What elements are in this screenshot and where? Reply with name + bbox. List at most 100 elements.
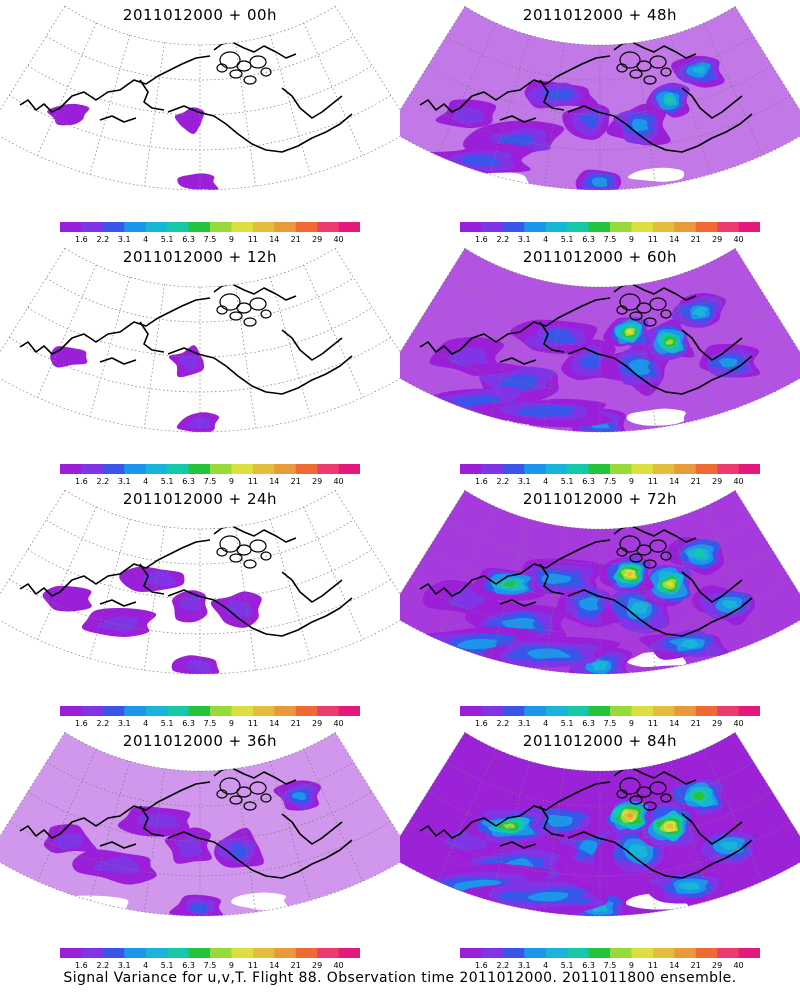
colorbar-tick-label: 21 (691, 719, 701, 728)
meridian-line (334, 490, 400, 595)
latitude-line (446, 761, 754, 807)
colorbar-tick-label: 14 (269, 477, 279, 486)
colorbar-tick-label: 7.5 (204, 719, 217, 728)
island-outline (236, 786, 252, 798)
colorbar-tick-label: 3.1 (518, 961, 531, 970)
coastlines (419, 283, 753, 395)
colorbar-swatch (652, 464, 675, 474)
colorbar-swatch (274, 706, 297, 716)
meridian-line (543, 526, 565, 671)
colorbar-swatch (145, 948, 168, 958)
panel-title: 2011012000 + 72h (522, 490, 678, 508)
colorbar-swatch (167, 464, 190, 474)
colorbar-tick-label: 7.5 (604, 477, 617, 486)
colorbar-swatch (567, 948, 590, 958)
colorbar-tick-label: 5.1 (561, 477, 574, 486)
meridian-line (703, 264, 764, 398)
coastlines (419, 525, 753, 637)
variance-contour (178, 355, 199, 371)
colorbar-tick-label: 3.1 (518, 235, 531, 244)
meridian-line (334, 6, 400, 111)
coastline (419, 297, 611, 355)
colorbar-swatch (460, 464, 482, 474)
colorbar-tick-label: 21 (691, 235, 701, 244)
coastline (539, 79, 565, 111)
variance-contour (501, 617, 535, 630)
colorbar-tick-label: 11 (248, 961, 258, 970)
island-outline (660, 793, 672, 803)
island-outline (229, 553, 243, 563)
colorbar-tick-label: 6.3 (182, 235, 195, 244)
latitude-line (427, 65, 773, 116)
colorbar-tick-label: 1.6 (75, 477, 88, 486)
colorbar-tick-label: 11 (248, 719, 258, 728)
colorbar-tick-label: 11 (648, 961, 658, 970)
coastline (167, 347, 353, 395)
colorbar-tick-label: 5.1 (561, 235, 574, 244)
colorbar-swatch (502, 948, 525, 958)
map-plot (400, 489, 800, 675)
meridian-line (235, 526, 257, 671)
colorbar-tick-label: 5.1 (561, 961, 574, 970)
island-outline (643, 559, 657, 569)
island-outline (629, 795, 643, 805)
meridian-line (303, 506, 364, 640)
island-outline (660, 67, 672, 77)
colorbar-swatch (610, 948, 632, 958)
colorbar-tick-label: 4 (543, 719, 548, 728)
meridian-line (89, 519, 131, 659)
meridian-line (269, 35, 311, 175)
colorbar-swatch (502, 464, 525, 474)
variance-contour (578, 113, 598, 129)
colorbar-swatch (274, 222, 297, 232)
variance-contour (96, 616, 139, 633)
graticule (400, 5, 800, 191)
latitude-line (64, 489, 336, 530)
coastline (499, 599, 537, 607)
graticule (0, 247, 400, 433)
meridian-line (635, 284, 657, 429)
colorbar-tick-label: 2.2 (96, 719, 109, 728)
coastline (567, 347, 753, 395)
colorbar-tick-label: 3.1 (118, 235, 131, 244)
variance-contour (665, 581, 674, 587)
colorbar-tick-label: 40 (333, 961, 343, 970)
island-outline (216, 547, 228, 557)
colorbar-tick-label: 40 (333, 477, 343, 486)
colorbar-tick-label: 7.5 (604, 719, 617, 728)
coastlines (19, 283, 353, 395)
variance-contour (627, 813, 633, 818)
graticule (0, 5, 400, 191)
colorbar-swatch (610, 222, 632, 232)
colorbar-tick-label: 29 (312, 477, 322, 486)
map-plot (400, 247, 800, 433)
colorbar-tick-label: 21 (291, 477, 301, 486)
colorbar-swatch (567, 706, 590, 716)
coastline (99, 115, 137, 123)
island-outline (260, 551, 272, 561)
map-panel-12h: 2011012000 + 12h 1.6 2.2 3.1 4 5.1 6.3 7.5 9 11 1… (0, 242, 400, 486)
variance-contour (579, 839, 598, 855)
meridian-line (269, 761, 311, 901)
colorbar-swatch (717, 222, 740, 232)
meridian-line (543, 42, 565, 187)
island-outline (636, 60, 652, 72)
colorbar-swatch (674, 222, 697, 232)
meridian-line (36, 748, 97, 882)
latitude-line (446, 277, 754, 323)
colorbar-tick-label: 21 (291, 961, 301, 970)
coastline (167, 831, 353, 879)
colorbar-tick-label: 29 (712, 961, 722, 970)
colorbar-swatch (295, 948, 318, 958)
coastline (213, 283, 297, 301)
coastline (499, 115, 537, 123)
colorbar-tick-label: 29 (312, 235, 322, 244)
colorbar-swatch (210, 464, 232, 474)
variance-contour (527, 891, 569, 902)
variance-contour (628, 843, 648, 859)
colorbar-tick-label: 21 (291, 235, 301, 244)
island-outline (629, 311, 643, 321)
island-outline (219, 293, 241, 311)
colorbar-tick-label: 3.1 (118, 719, 131, 728)
